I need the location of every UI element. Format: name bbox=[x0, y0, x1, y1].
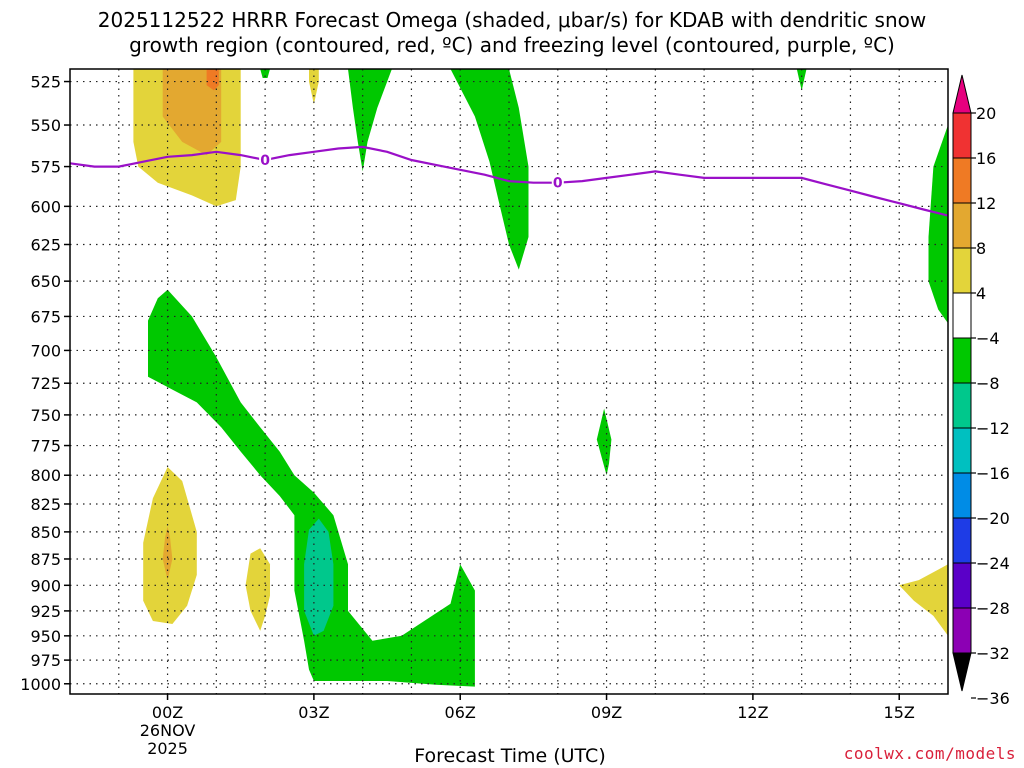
y-tick-label: 675 bbox=[30, 307, 61, 326]
omega-region-8 bbox=[348, 69, 392, 172]
y-tick-label: 650 bbox=[30, 272, 61, 291]
y-tick-label: 600 bbox=[30, 197, 61, 216]
colorbar-bin bbox=[952, 202, 972, 249]
omega-region-7 bbox=[899, 564, 948, 636]
colorbar-top-arrow bbox=[952, 74, 972, 114]
omega-region-14 bbox=[304, 518, 334, 636]
colorbar-bin bbox=[952, 337, 972, 384]
colorbar-bin bbox=[952, 382, 972, 429]
y-tick-label: 850 bbox=[30, 523, 61, 542]
x-tick-label: 15Z bbox=[884, 703, 915, 722]
chart-title-line-2: growth region (contoured, red, ºC) and f… bbox=[129, 33, 895, 57]
colorbar-label: −32 bbox=[976, 644, 1010, 663]
y-tick-label: 775 bbox=[30, 437, 61, 456]
x-tick-label: 09Z bbox=[591, 703, 622, 722]
contour-label-bg bbox=[551, 174, 564, 191]
freezing-level-line bbox=[70, 145, 948, 217]
x-tick-label: 06Z bbox=[445, 703, 476, 722]
y-tick-label: 950 bbox=[30, 627, 61, 646]
omega-shading bbox=[133, 69, 948, 687]
omega-region-5 bbox=[162, 526, 173, 581]
y-tick-label: 625 bbox=[30, 235, 61, 254]
omega-region-1 bbox=[162, 69, 222, 156]
colorbar-label: −20 bbox=[976, 509, 1010, 528]
y-tick-label: 900 bbox=[30, 576, 61, 595]
colorbar-label: −28 bbox=[976, 599, 1010, 618]
y-tick-label: 750 bbox=[30, 406, 61, 425]
x-axis-label: Forecast Time (UTC) bbox=[414, 745, 606, 767]
colorbar-bin bbox=[952, 157, 972, 204]
x-tick-label: 03Z bbox=[298, 703, 329, 722]
colorbar-label: 12 bbox=[976, 194, 996, 213]
colorbar-bin bbox=[952, 112, 972, 159]
colorbar-bin bbox=[952, 427, 972, 474]
y-tick-label: 800 bbox=[30, 466, 61, 485]
omega-region-2 bbox=[206, 69, 219, 91]
omega-region-13 bbox=[148, 289, 475, 687]
y-axis: 525 550 575 600 625 650 675 700 725 750 775 800 825 8… bbox=[20, 73, 70, 694]
freezing-level-contour-label: 0 bbox=[553, 176, 563, 192]
colorbar-label: −16 bbox=[976, 464, 1010, 483]
x-tick-year: 2025 bbox=[147, 739, 188, 758]
omega-region-11 bbox=[796, 69, 807, 91]
omega-region-15 bbox=[596, 408, 612, 476]
omega-region-3 bbox=[309, 69, 319, 105]
grid-lines bbox=[70, 69, 948, 694]
y-tick-label: 825 bbox=[30, 495, 61, 514]
omega-region-10 bbox=[260, 69, 270, 78]
freezing-level-contour-label: 0 bbox=[260, 153, 270, 169]
colorbar-label: −4 bbox=[976, 329, 1000, 348]
y-tick-label: 525 bbox=[30, 73, 61, 92]
omega-region-6 bbox=[245, 548, 270, 631]
contour-label-bg bbox=[259, 152, 272, 169]
colorbar-bin bbox=[952, 292, 972, 339]
colorbar-label: 16 bbox=[976, 149, 996, 168]
y-tick-label: 575 bbox=[30, 158, 61, 177]
colorbar: 20 16 12 8 4 −4 −8 −12 −16 −20 −24 −28 −32 −36 bbox=[952, 74, 1010, 708]
chart-title-line-1: 2025112522 HRRR Forecast Omega (shaded, … bbox=[97, 8, 927, 32]
colorbar-label: −36 bbox=[976, 689, 1010, 708]
y-tick-label: 725 bbox=[30, 374, 61, 393]
y-tick-label: 1000 bbox=[20, 675, 61, 694]
colorbar-label: 20 bbox=[976, 104, 996, 123]
y-tick-label: 550 bbox=[30, 116, 61, 135]
colorbar-bin bbox=[952, 607, 972, 654]
omega-region-12 bbox=[928, 125, 948, 324]
credit-link[interactable]: coolwx.com/models bbox=[843, 744, 1016, 763]
freezing-level-contour: 00 bbox=[70, 145, 948, 217]
x-tick-label: 00Z bbox=[152, 703, 183, 722]
colorbar-bin bbox=[952, 247, 972, 294]
plot-frame bbox=[69, 68, 949, 695]
colorbar-bin bbox=[952, 472, 972, 519]
colorbar-label: −12 bbox=[976, 419, 1010, 438]
colorbar-label: −8 bbox=[976, 374, 1000, 393]
y-tick-label: 925 bbox=[30, 602, 61, 621]
colorbar-bottom-arrow bbox=[952, 652, 972, 692]
colorbar-label: −24 bbox=[976, 554, 1010, 573]
colorbar-label: 4 bbox=[976, 284, 986, 303]
x-tick-date: 26NOV bbox=[140, 721, 196, 740]
y-tick-label: 975 bbox=[30, 651, 61, 670]
y-tick-label: 875 bbox=[30, 550, 61, 569]
x-tick-label: 12Z bbox=[737, 703, 768, 722]
y-tick-label: 700 bbox=[30, 341, 61, 360]
colorbar-bin bbox=[952, 517, 972, 564]
colorbar-bin bbox=[952, 562, 972, 609]
colorbar-label: 8 bbox=[976, 239, 986, 258]
